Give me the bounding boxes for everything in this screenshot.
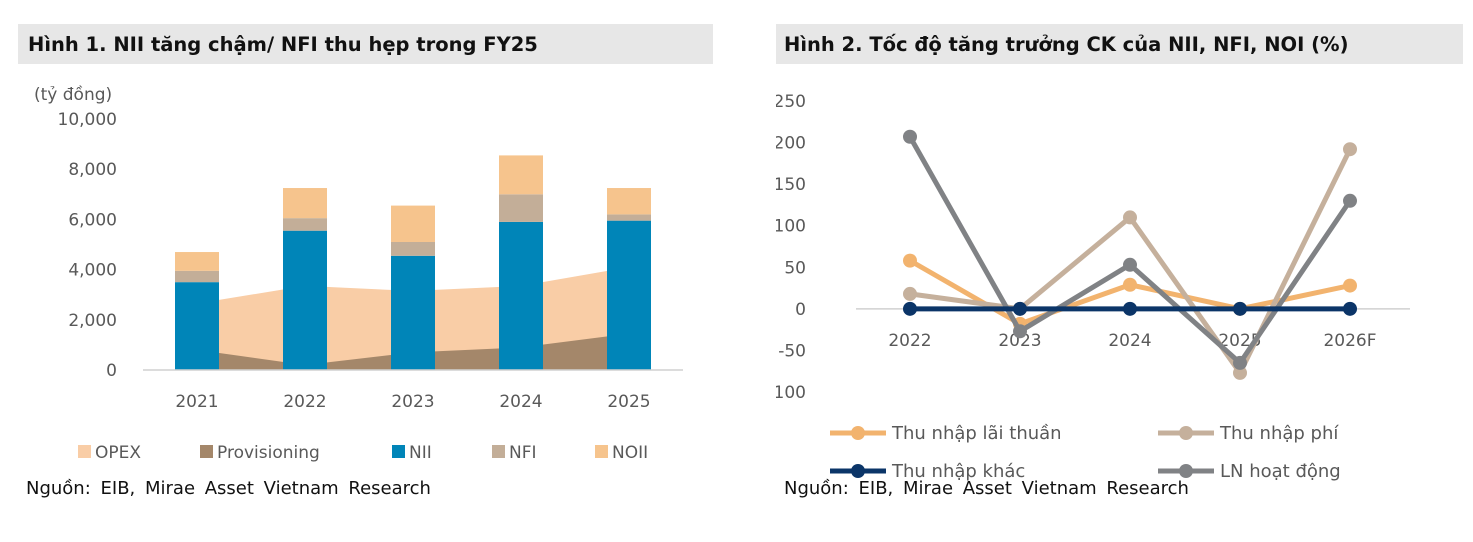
figure1-legend-swatch-noii xyxy=(595,445,608,458)
figure2-y-tick-label: 250 xyxy=(776,92,806,112)
figure2-title: Hình 2. Tốc độ tăng trưởng CK của NII, N… xyxy=(784,32,1349,56)
bar-nfi-2025 xyxy=(607,214,651,221)
point-series-0-2026F xyxy=(1343,278,1357,293)
figure1-source: Nguồn: EIB, Mirae Asset Vietnam Research xyxy=(26,478,431,499)
figure1-x-tick-label: 2024 xyxy=(499,392,542,412)
figure2-y-tick-label: -100 xyxy=(776,383,806,403)
point-series-1-2025 xyxy=(1233,365,1247,380)
figure2-panel: Hình 2. Tốc độ tăng trưởng CK của NII, N… xyxy=(776,24,1463,482)
figure1-legend-swatch-provisioning xyxy=(200,445,213,458)
bar-noii-2023 xyxy=(391,205,435,242)
figure2-x-tick-label: 2023 xyxy=(998,331,1041,351)
figure1-legend-label-provisioning: Provisioning xyxy=(217,443,320,463)
figure1-y-tick-label: 8,000 xyxy=(68,160,117,180)
bar-noii-2024 xyxy=(499,155,543,195)
figure1-legend-swatch-nfi xyxy=(492,445,505,458)
point-series-3-2026F xyxy=(1343,193,1357,208)
figure2-legend-label-1: Thu nhập phí xyxy=(1219,423,1339,444)
figure1-x-tick-label: 2021 xyxy=(175,392,218,412)
bar-nii-2024 xyxy=(499,221,543,370)
figure2-y-tick-label: 100 xyxy=(776,217,806,237)
figure1-panel: Hình 1. NII tăng chậm/ NFI thu hẹp trong… xyxy=(18,24,713,463)
point-series-3-2022 xyxy=(903,129,917,144)
bar-nii-2025 xyxy=(607,220,651,370)
figure2-legend-label-3: LN hoạt động xyxy=(1220,461,1341,482)
point-series-2-2024 xyxy=(1123,301,1137,316)
figure2-x-tick-label: 2022 xyxy=(888,331,931,351)
line-series-3 xyxy=(907,134,1353,366)
figure1-legend-label-noii: NOII xyxy=(612,443,648,463)
bar-nii-2023 xyxy=(391,255,435,370)
figure2-y-tick-label: 50 xyxy=(784,258,806,278)
figure2-y-tick-label: 200 xyxy=(776,134,806,154)
figure1-unit-label: (tỷ đồng) xyxy=(34,84,112,105)
bar-noii-2022 xyxy=(283,188,327,219)
point-series-2-2022 xyxy=(903,301,917,316)
figure1-x-tick-label: 2022 xyxy=(283,392,326,412)
figure1-x-tick-label: 2023 xyxy=(391,392,434,412)
figure1-legend-swatch-opex xyxy=(78,445,91,458)
figure2-x-tick-label: 2024 xyxy=(1108,331,1151,351)
figure2-legend-label-0: Thu nhập lãi thuần xyxy=(891,423,1062,444)
point-series-2-2025 xyxy=(1233,301,1247,316)
bar-nfi-2021 xyxy=(175,270,219,283)
point-series-2-2026F xyxy=(1343,301,1357,316)
figure1-title: Hình 1. NII tăng chậm/ NFI thu hẹp trong… xyxy=(28,32,538,56)
figure2-x-tick-label: 2026F xyxy=(1323,331,1376,351)
bar-nfi-2023 xyxy=(391,241,435,256)
point-series-1-2026F xyxy=(1343,142,1357,157)
figure1-y-tick-label: 0 xyxy=(106,361,117,381)
figure2-y-tick-label: 150 xyxy=(776,175,806,195)
figure2-legend-marker-1 xyxy=(1179,426,1193,440)
figure1-legend-label-nii: NII xyxy=(409,443,432,463)
figure2-y-tick-label: 0 xyxy=(795,300,806,320)
bar-nfi-2024 xyxy=(499,194,543,222)
figure1-y-tick-label: 10,000 xyxy=(58,110,117,130)
figure1-y-tick-label: 2,000 xyxy=(68,311,117,331)
figure2-legend-marker-3 xyxy=(1179,464,1193,478)
point-series-2-2023 xyxy=(1013,301,1027,316)
figure2-y-tick-label: -50 xyxy=(778,341,806,361)
figure2-legend-label-2: Thu nhập khác xyxy=(891,461,1025,482)
figure2-legend-marker-0 xyxy=(851,426,865,440)
point-series-3-2024 xyxy=(1123,257,1137,272)
figure2-legend-marker-2 xyxy=(851,464,865,478)
bar-noii-2021 xyxy=(175,252,219,271)
figure1-legend-label-opex: OPEX xyxy=(95,443,141,463)
figure2-title-bar: Hình 2. Tốc độ tăng trưởng CK của NII, N… xyxy=(776,24,1463,64)
bar-noii-2025 xyxy=(607,188,651,215)
point-series-0-2022 xyxy=(903,253,917,268)
point-series-1-2024 xyxy=(1123,210,1137,225)
figure1-chart: (tỷ đồng) 0 2,000 4,000 6,000 8,000 10,000 2021… xyxy=(34,84,683,463)
figure1-y-tick-label: 6,000 xyxy=(68,210,117,230)
bar-nfi-2022 xyxy=(283,218,327,231)
figure2-source: Nguồn: EIB, Mirae Asset Vietnam Research xyxy=(784,478,1189,499)
point-series-3-2025 xyxy=(1233,355,1247,370)
figure1-legend-swatch-nii xyxy=(392,445,405,458)
figure1-title-bar: Hình 1. NII tăng chậm/ NFI thu hẹp trong… xyxy=(18,24,713,64)
bar-nii-2021 xyxy=(175,282,219,370)
point-series-3-2023 xyxy=(1013,324,1027,339)
figure1-y-tick-label: 4,000 xyxy=(68,261,117,281)
figure2-chart: -100-50050100150200250202220232024202520… xyxy=(776,92,1410,482)
figure1-x-tick-label: 2025 xyxy=(607,392,650,412)
point-series-0-2024 xyxy=(1123,277,1137,292)
point-series-1-2022 xyxy=(903,286,917,301)
bar-nii-2022 xyxy=(283,230,327,370)
figure1-legend-label-nfi: NFI xyxy=(509,443,537,463)
